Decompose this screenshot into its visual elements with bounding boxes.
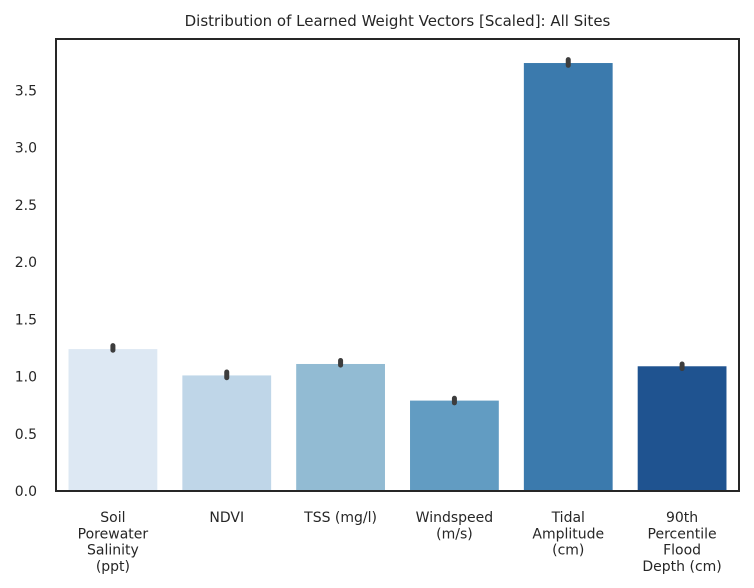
bar-3 [410, 400, 499, 491]
x-tick-label-5: 90th Percentile Flood Depth (cm) [642, 510, 721, 575]
bar-5 [637, 366, 727, 491]
bar-0 [68, 349, 158, 491]
x-axis: Soil Porewater Salinity (ppt) NDVI TSS (mg/l)… [78, 510, 722, 575]
x-tick-label-1: NDVI [209, 510, 244, 526]
bar-1 [182, 375, 272, 491]
bar-4 [523, 63, 613, 491]
y-tick-label-5: 2.5 [15, 198, 37, 214]
x-tick-label-4: Tidal Amplitude (cm) [532, 510, 604, 559]
y-tick-label-7: 3.5 [15, 83, 37, 99]
y-axis: 0.0 0.5 1.0 1.5 2.0 2.5 3.0 3.5 [15, 83, 37, 500]
y-tick-label-0: 0.0 [15, 484, 37, 500]
x-tick-label-3: Windspeed (m/s) [416, 510, 493, 542]
y-tick-label-2: 1.0 [15, 370, 37, 386]
x-tick-label-0: Soil Porewater Salinity (ppt) [78, 510, 149, 575]
y-tick-label-1: 0.5 [15, 427, 37, 443]
y-tick-label-6: 3.0 [15, 141, 37, 157]
y-tick-label-4: 2.0 [15, 255, 37, 271]
bars-layer [68, 63, 727, 491]
x-tick-label-2: TSS (mg/l) [303, 510, 377, 526]
y-tick-label-3: 1.5 [15, 312, 37, 328]
error-bars-layer [110, 57, 685, 406]
plot-frame [55, 38, 740, 492]
chart-title: Distribution of Learned Weight Vectors [… [185, 12, 611, 30]
bar-2 [296, 363, 385, 491]
